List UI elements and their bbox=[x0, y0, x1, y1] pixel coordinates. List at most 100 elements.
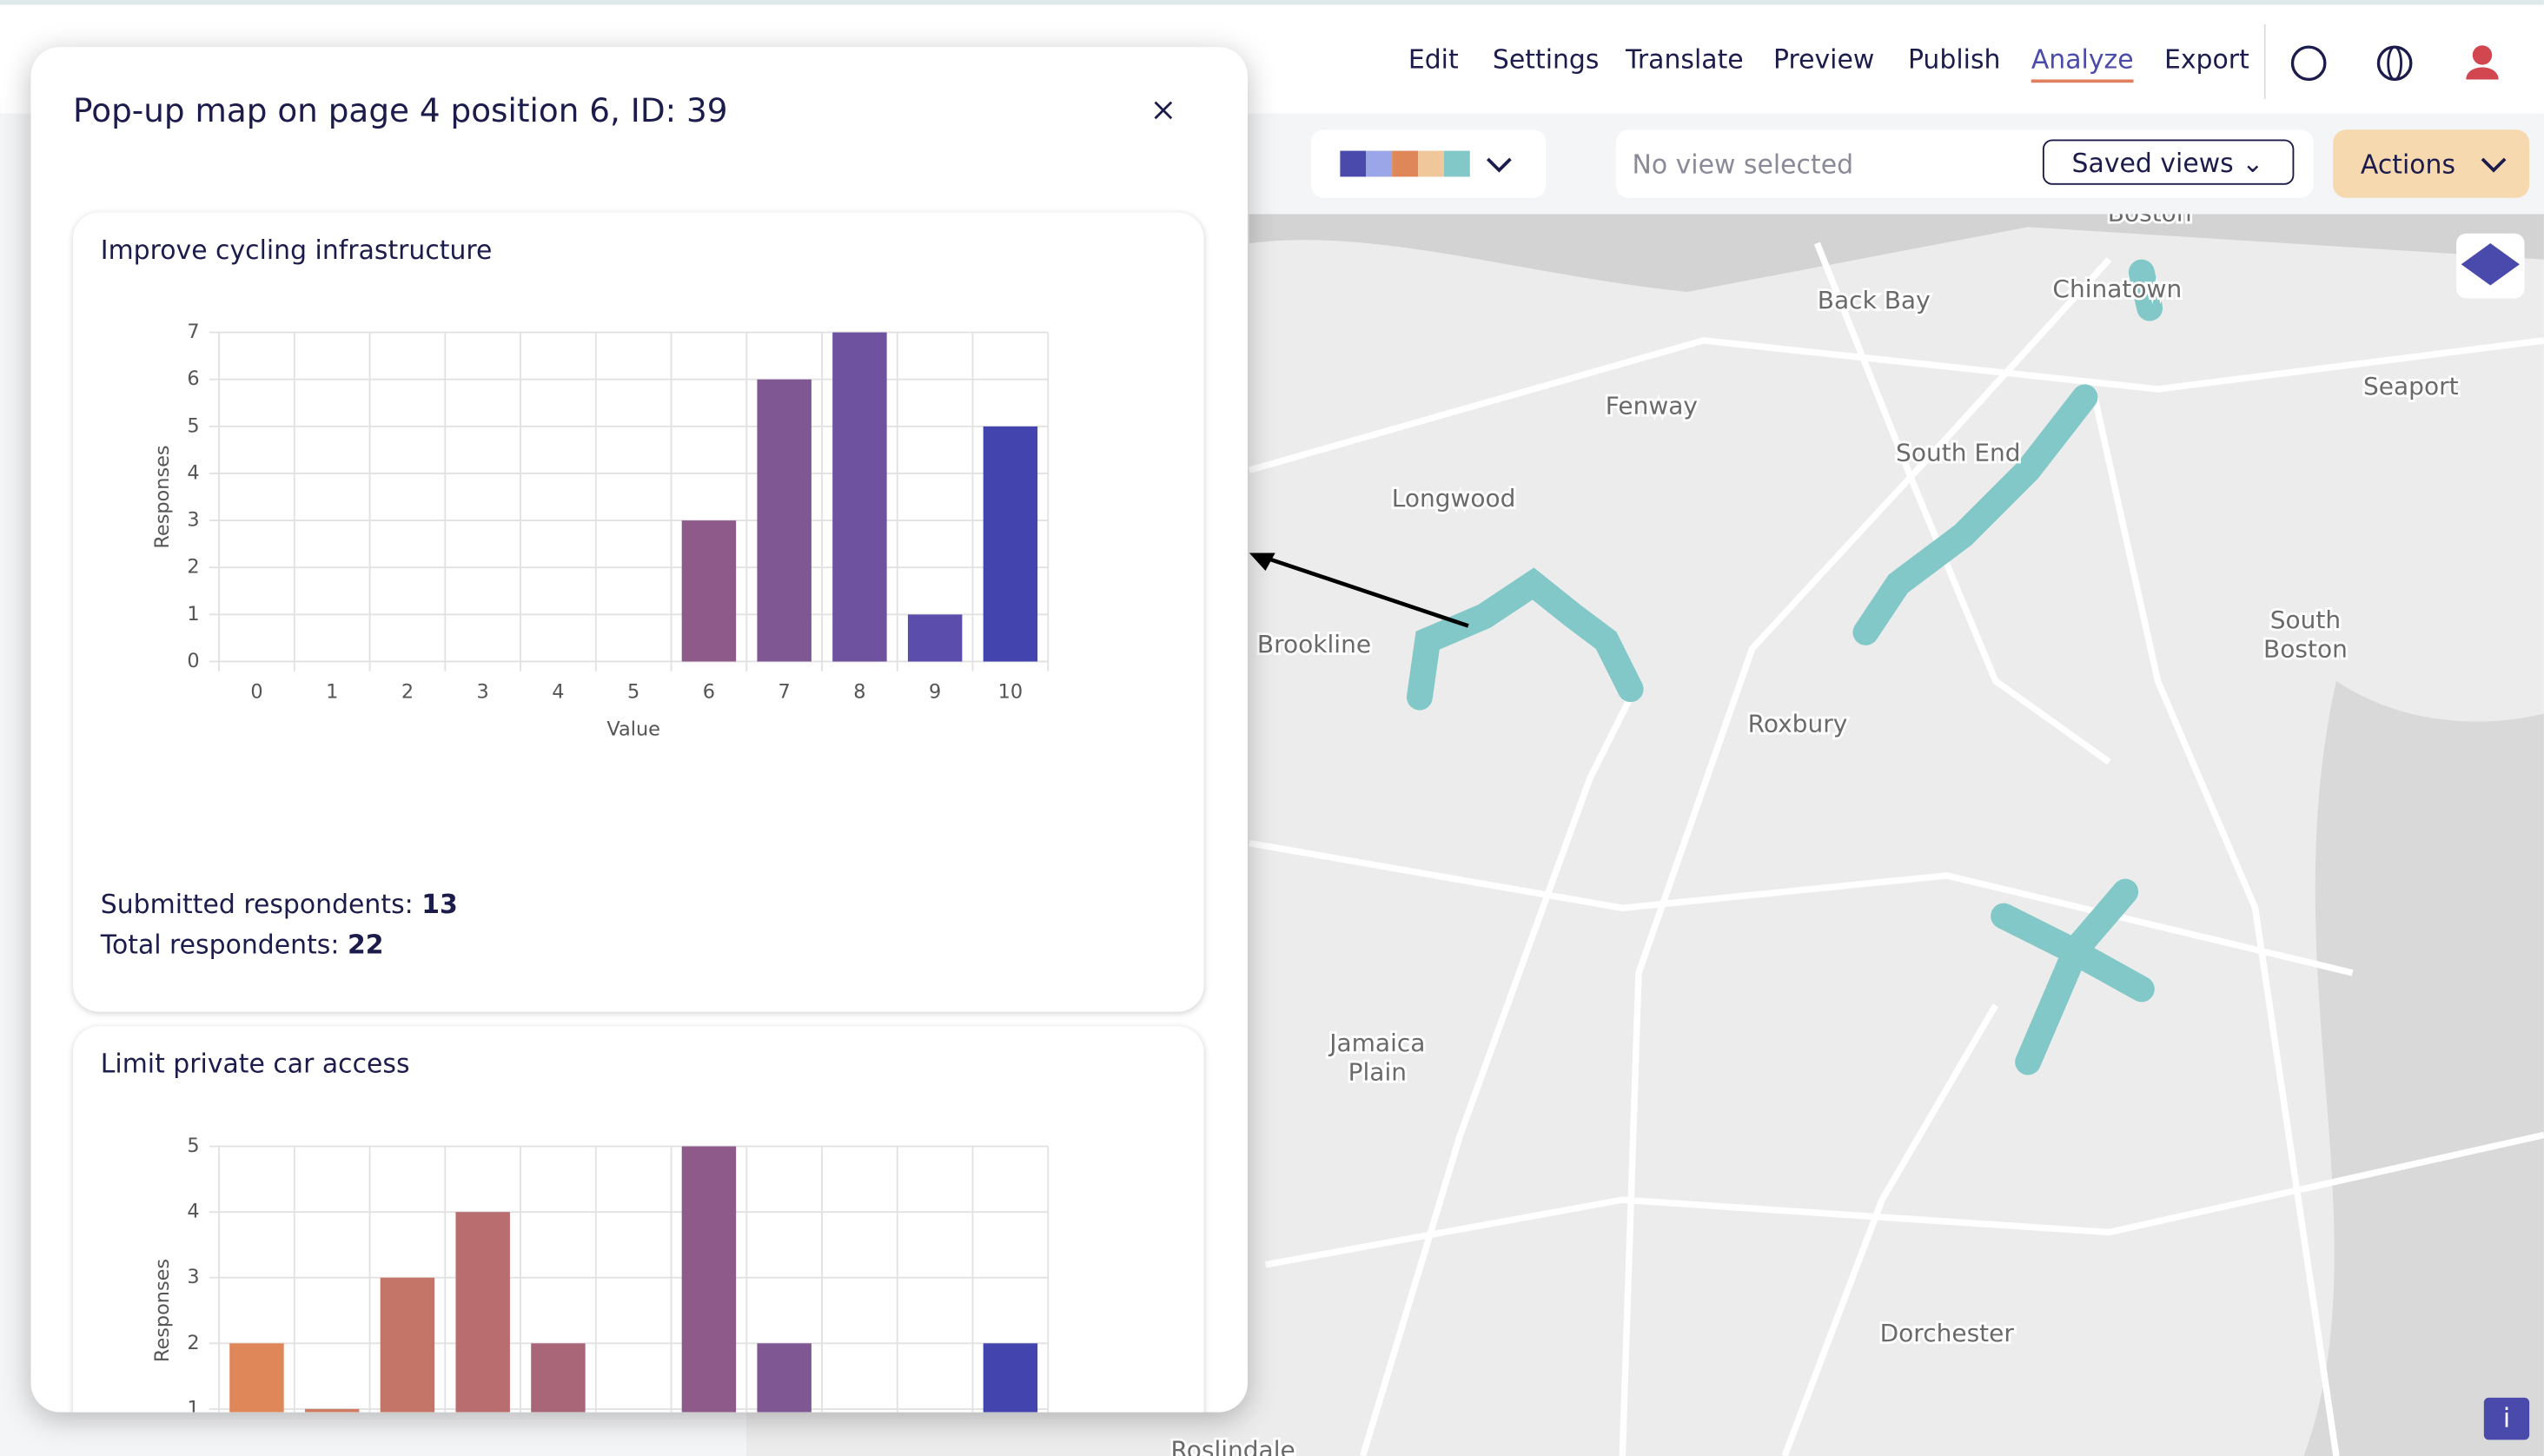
x-tick-label: 6 bbox=[703, 680, 715, 703]
bar bbox=[983, 1343, 1038, 1413]
saved-views-button[interactable]: Saved views ⌄ bbox=[2042, 139, 2295, 185]
info-icon: i bbox=[2503, 1403, 2510, 1433]
view-placeholder: No view selected bbox=[1632, 149, 1854, 181]
nav-item[interactable]: Analyze bbox=[2031, 43, 2134, 83]
stats: Submitted respondents: 13 Total responden… bbox=[101, 884, 458, 964]
arrow-head bbox=[1249, 553, 1275, 571]
popup: Pop-up map on page 4 position 6, ID: 39 … bbox=[30, 47, 1248, 1413]
y-tick-label: 3 bbox=[187, 509, 199, 532]
swatch bbox=[1340, 150, 1367, 177]
x-tick-label: 7 bbox=[778, 680, 791, 703]
stat-value: 22 bbox=[347, 929, 384, 960]
map-label: Longwood bbox=[1392, 484, 1516, 513]
x-axis-title: Value bbox=[606, 718, 660, 740]
nav-item[interactable]: Export bbox=[2163, 43, 2249, 75]
nav-item[interactable]: Publish bbox=[1907, 43, 2001, 75]
chart-title: Improve cycling infrastructure bbox=[101, 235, 493, 266]
bar bbox=[757, 1343, 812, 1413]
saved-views-label: Saved views bbox=[2071, 147, 2234, 179]
y-tick-label: 1 bbox=[187, 1397, 199, 1412]
map-label: Roxbury bbox=[1748, 709, 1848, 738]
help-icon[interactable] bbox=[2290, 45, 2327, 82]
y-tick-label: 3 bbox=[187, 1266, 199, 1288]
swatch bbox=[1392, 150, 1419, 177]
swatch bbox=[1418, 150, 1444, 177]
bar bbox=[304, 1408, 360, 1413]
map-label: Jamaica bbox=[1328, 1029, 1425, 1057]
view-selector: No view selected Saved views ⌄ bbox=[1615, 129, 2314, 198]
map-label: Dorchester bbox=[1880, 1319, 2015, 1347]
chevron bbox=[2481, 157, 2507, 173]
bar bbox=[757, 379, 812, 662]
user-icon-body bbox=[2466, 67, 2499, 80]
map-label: South End bbox=[1896, 439, 2021, 467]
map-label: Seaport bbox=[2363, 372, 2459, 400]
y-tick-label: 0 bbox=[187, 650, 199, 672]
bar bbox=[455, 1212, 510, 1413]
stat-value: 13 bbox=[421, 888, 458, 920]
bar bbox=[229, 1343, 284, 1413]
x-tick-label: 1 bbox=[326, 680, 338, 703]
x-tick-label: 10 bbox=[998, 680, 1024, 703]
bar bbox=[380, 1277, 435, 1413]
arrow bbox=[1264, 555, 1469, 628]
bar bbox=[531, 1343, 586, 1413]
map-label: Fenway bbox=[1606, 391, 1698, 420]
x-tick-label: 3 bbox=[477, 680, 489, 703]
close-button[interactable] bbox=[1147, 94, 1179, 126]
nav-item[interactable]: Preview bbox=[1772, 43, 1875, 75]
y-tick-label: 5 bbox=[187, 1135, 199, 1157]
map-label: Boston bbox=[2263, 634, 2348, 663]
bar bbox=[681, 1146, 737, 1413]
y-tick-label: 2 bbox=[187, 556, 199, 579]
map-label: Boston bbox=[2108, 214, 2192, 227]
x-tick-label: 0 bbox=[250, 680, 262, 703]
map-label: Plain bbox=[1348, 1058, 1407, 1087]
swatch bbox=[1366, 150, 1393, 177]
y-axis-title: Responses bbox=[151, 1259, 174, 1362]
color-scheme-dropdown[interactable] bbox=[1310, 129, 1547, 198]
map-label: South bbox=[2270, 606, 2341, 634]
bar bbox=[681, 520, 737, 662]
popup-title: Pop-up map on page 4 position 6, ID: 39 bbox=[73, 90, 728, 130]
y-tick-label: 4 bbox=[187, 1201, 199, 1223]
x-tick-label: 2 bbox=[401, 680, 414, 703]
language-icon[interactable] bbox=[2376, 45, 2413, 82]
nav-item[interactable]: Edit bbox=[1408, 43, 1459, 75]
x-tick-label: 8 bbox=[853, 680, 865, 703]
icons bbox=[2263, 23, 2499, 99]
stat-row: Total respondents: 22 bbox=[101, 924, 458, 965]
map-label: Roslindale bbox=[1171, 1435, 1295, 1456]
x-tick-label: 4 bbox=[552, 680, 564, 703]
nav-item[interactable]: Translate bbox=[1626, 43, 1744, 75]
user-icon[interactable] bbox=[2472, 45, 2493, 65]
chart-title: Limit private car access bbox=[101, 1049, 410, 1080]
stat-label: Total respondents: bbox=[100, 929, 340, 960]
roads bbox=[1248, 242, 2544, 1456]
y-tick-label: 2 bbox=[187, 1332, 199, 1354]
x-tick-label: 5 bbox=[627, 680, 639, 703]
info-button[interactable] bbox=[2483, 1397, 2530, 1440]
y-tick-label: 6 bbox=[187, 367, 199, 390]
bar bbox=[983, 426, 1038, 662]
map-label: Back Bay bbox=[1818, 286, 1931, 314]
stat-label: Submitted respondents: bbox=[100, 888, 414, 920]
actions-label: Actions bbox=[2360, 149, 2456, 181]
bar bbox=[832, 332, 887, 662]
charts: Improve cycling infrastructure Responses V… bbox=[101, 235, 1050, 1413]
y-tick-label: 1 bbox=[187, 603, 199, 625]
corridors bbox=[1406, 259, 2163, 1075]
swatch bbox=[1443, 150, 1470, 177]
harbor bbox=[2303, 680, 2544, 1456]
chevron bbox=[1486, 157, 1512, 173]
nav-item[interactable]: Settings bbox=[1492, 43, 1600, 75]
y-tick-label: 4 bbox=[187, 461, 199, 484]
y-tick-label: 7 bbox=[187, 321, 199, 343]
bar bbox=[907, 614, 963, 662]
x-tick-label: 9 bbox=[929, 680, 941, 703]
actions-button[interactable]: Actions bbox=[2333, 129, 2530, 198]
river bbox=[1249, 214, 2544, 292]
map-label: Brookline bbox=[1257, 630, 1371, 659]
